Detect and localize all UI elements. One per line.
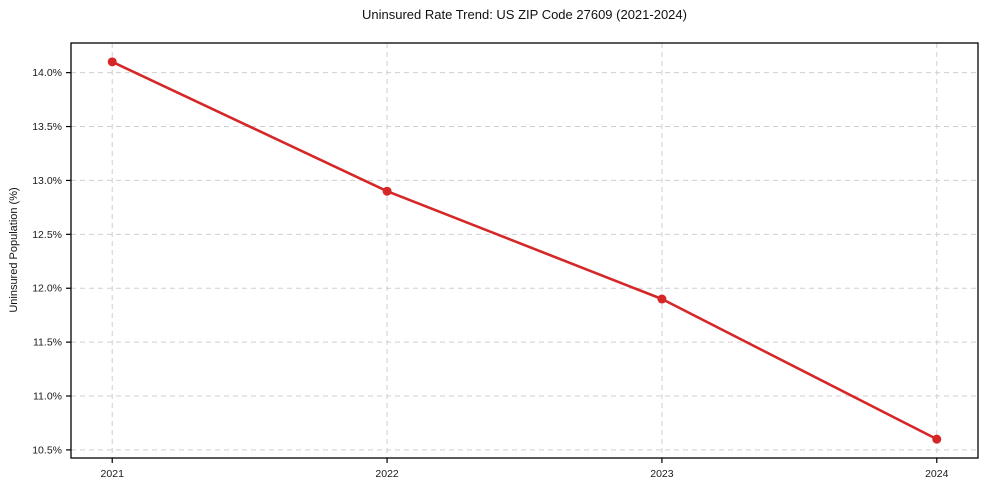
y-tick-label: 11.5%: [33, 337, 62, 349]
y-tick-label: 12.0%: [32, 283, 62, 295]
x-tick-label: 2022: [375, 468, 399, 480]
y-tick-label: 12.5%: [32, 229, 62, 241]
data-point: [932, 434, 942, 444]
data-point: [657, 294, 667, 304]
chart-title: Uninsured Rate Trend: US ZIP Code 27609 …: [362, 7, 687, 22]
trend-line: [110, 60, 939, 441]
data-point: [107, 57, 117, 67]
y-axis-label: Uninsured Population (%): [8, 187, 20, 313]
y-tick-label: 11.0%: [33, 391, 62, 403]
y-tick-label: 14.0%: [32, 67, 62, 79]
y-tick-label: 10.5%: [32, 444, 62, 456]
data-point: [382, 186, 392, 196]
y-tick-label: 13.0%: [32, 175, 62, 187]
plot-border: [70, 42, 979, 459]
x-tick-label: 2021: [101, 468, 125, 480]
x-tick-label: 2024: [925, 468, 949, 480]
y-tick-label: 13.5%: [32, 121, 62, 133]
x-tick-label: 2023: [650, 468, 674, 480]
